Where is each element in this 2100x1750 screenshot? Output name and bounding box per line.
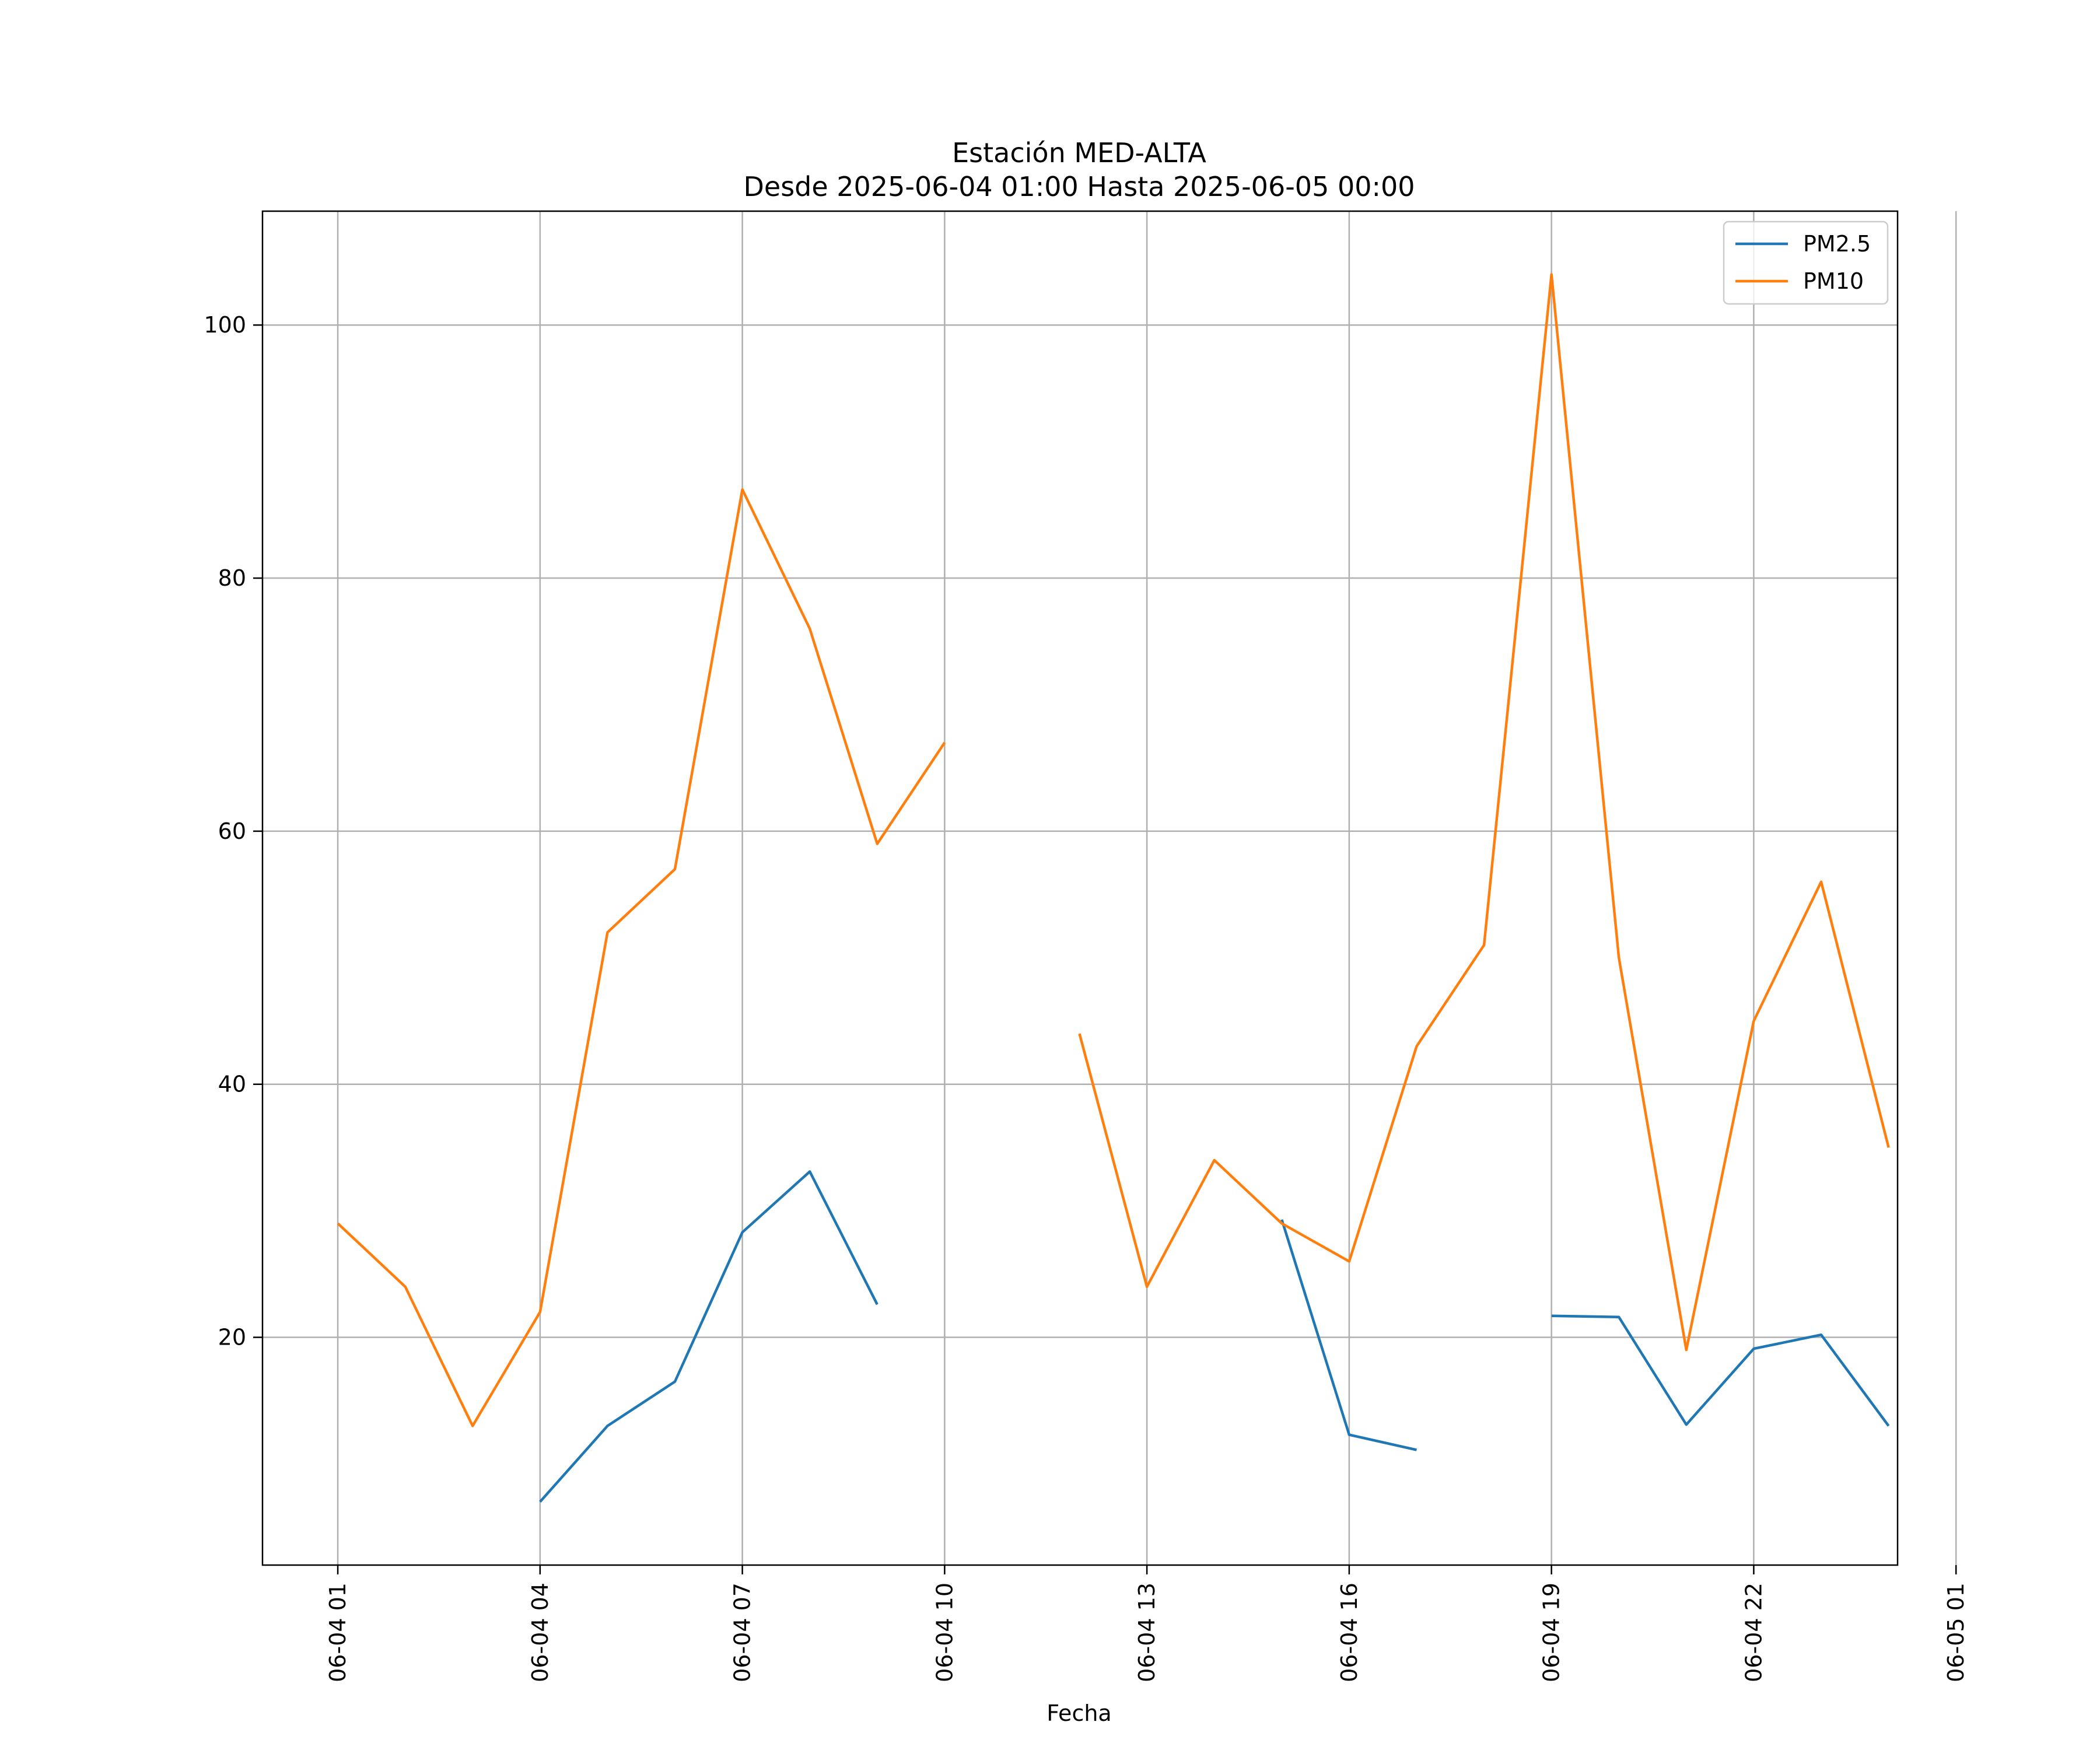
x-tick-label: 06-05 01: [1943, 1583, 1969, 1682]
series-line-pm25: [1280, 1219, 1417, 1451]
chart-title-line-2: Desde 2025-06-04 01:00 Hasta 2025-06-05 …: [743, 171, 1415, 202]
legend-frame: [1723, 220, 1889, 305]
series-line-pm10: [337, 488, 946, 1427]
y-tick-label: 80: [218, 565, 246, 591]
x-tick-label: 06-04 04: [527, 1583, 553, 1682]
grid: [262, 211, 1957, 1565]
legend-label-pm25: PM2.5: [1803, 231, 1871, 257]
chart-title-line-1: Estación MED-ALTA: [952, 137, 1206, 169]
y-tick-label: 60: [218, 818, 246, 844]
x-tick-label: 06-04 19: [1539, 1583, 1564, 1682]
y-tick-label: 40: [218, 1072, 246, 1097]
series-pm25: [539, 1170, 1890, 1503]
axes-frame: [261, 210, 1899, 1566]
series-line-pm25: [539, 1170, 878, 1503]
x-tick-label: 06-04 22: [1741, 1583, 1766, 1682]
legend: PM2.5 PM10: [1723, 220, 1889, 305]
series-pm10: [337, 273, 1890, 1427]
x-tick-label: 06-04 13: [1134, 1583, 1160, 1682]
x-tick-label: 06-04 16: [1336, 1583, 1362, 1682]
chart-title: Estación MED-ALTA Desde 2025-06-04 01:00…: [743, 137, 1415, 202]
plot-series: [337, 273, 1890, 1503]
x-tick-label: 06-04 07: [730, 1583, 755, 1682]
series-line-pm10: [1078, 273, 1890, 1352]
x-tick-label: 06-04 10: [932, 1583, 957, 1682]
series-line-pm25: [1551, 1314, 1890, 1427]
x-tick-label: 06-04 01: [325, 1583, 351, 1682]
legend-label-pm10: PM10: [1803, 268, 1864, 294]
y-tick-label: 20: [218, 1325, 246, 1350]
axis-ticks: 06-04 01 06-04 04 06-04 07 06-04 10 06-04 13…: [204, 312, 1969, 1682]
y-tick-label: 100: [204, 312, 246, 338]
x-axis-label: Fecha: [1046, 1700, 1111, 1726]
